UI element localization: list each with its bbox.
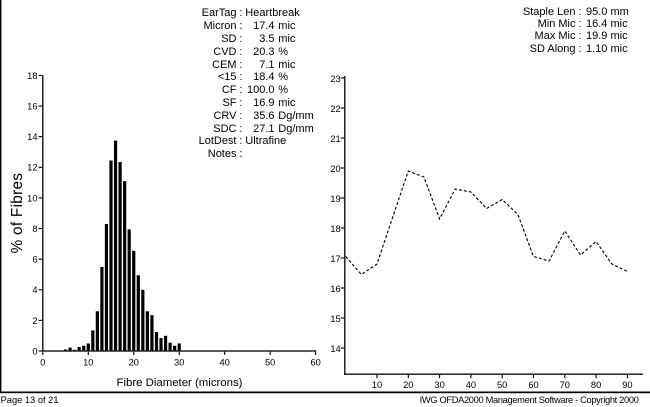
svg-text:20: 20 [403,380,413,390]
svg-text:20: 20 [330,164,340,174]
svg-text:Fibre Diameter (microns): Fibre Diameter (microns) [117,377,243,389]
svg-text:10: 10 [27,193,37,203]
svg-text:18: 18 [27,71,37,81]
svg-text:10: 10 [83,357,93,367]
svg-text:0: 0 [40,357,45,367]
svg-text:60: 60 [528,380,538,390]
svg-text:% of Fibres: % of Fibres [9,173,26,254]
svg-text:70: 70 [560,380,570,390]
svg-text:10: 10 [372,380,382,390]
svg-text:8: 8 [32,224,37,234]
svg-text:23: 23 [330,74,340,84]
svg-text:40: 40 [220,357,230,367]
svg-text:14: 14 [27,132,37,142]
svg-text:22: 22 [330,104,340,114]
svg-text:30: 30 [174,357,184,367]
svg-text:19: 19 [330,194,340,204]
svg-text:6: 6 [32,255,37,265]
svg-text:16: 16 [330,284,340,294]
svg-text:4: 4 [32,285,37,295]
svg-text:18: 18 [330,224,340,234]
svg-text:60: 60 [310,357,320,367]
svg-text:12: 12 [27,163,37,173]
svg-text:15: 15 [330,314,340,324]
svg-text:16: 16 [27,101,37,111]
svg-text:50: 50 [497,380,507,390]
svg-text:80: 80 [591,380,601,390]
svg-text:30: 30 [434,380,444,390]
svg-text:17: 17 [330,254,340,264]
svg-text:50: 50 [265,357,275,367]
svg-text:2: 2 [32,316,37,326]
svg-text:21: 21 [330,134,340,144]
svg-text:90: 90 [622,380,632,390]
svg-text:40: 40 [466,380,476,390]
svg-text:0: 0 [32,346,37,356]
svg-text:20: 20 [129,357,139,367]
svg-text:14: 14 [330,344,340,354]
